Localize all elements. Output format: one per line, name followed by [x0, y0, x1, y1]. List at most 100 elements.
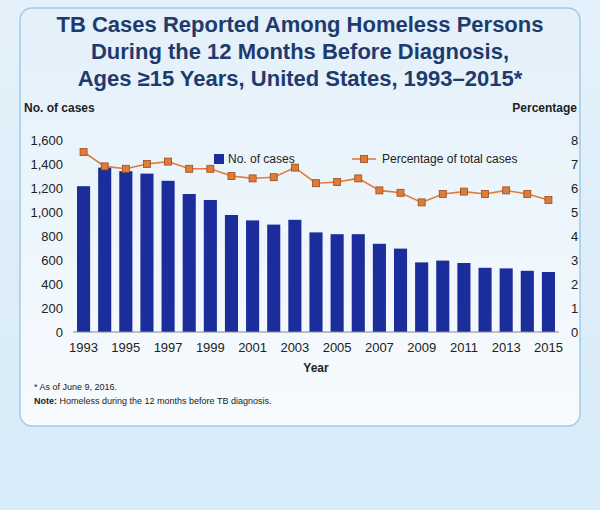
y-tick-label: 800: [41, 229, 63, 244]
y2-tick: [559, 236, 563, 237]
y-tick: [69, 284, 73, 285]
y-tick: [69, 164, 73, 165]
y-tick-label: 1,400: [30, 157, 63, 172]
bar: [119, 171, 132, 332]
bar: [309, 232, 322, 332]
y2-tick: [559, 140, 563, 141]
x-tick-label: 2003: [280, 340, 309, 355]
y2-tick-label: 2: [571, 277, 578, 292]
x-tick-label: 2011: [450, 340, 478, 355]
note-text: Homeless during the 12 months before TB …: [57, 396, 271, 406]
marker: [503, 187, 510, 194]
marker: [165, 158, 172, 165]
legend-label: No. of cases: [228, 152, 295, 166]
title: TB Cases Reported Among Homeless Persons: [57, 12, 544, 37]
bar: [140, 174, 153, 332]
x-tick-label: 1993: [69, 340, 98, 355]
marker: [186, 165, 193, 172]
title: During the 12 Months Before Diagnosis,: [91, 39, 509, 64]
y-tick-label: 0: [56, 325, 63, 340]
bar: [162, 181, 175, 332]
marker: [313, 180, 320, 187]
marker: [355, 175, 362, 182]
y-tick-label: 600: [41, 253, 63, 268]
marker: [418, 199, 425, 206]
y2-tick-label: 3: [571, 253, 578, 268]
y2-tick-label: 0: [571, 325, 578, 340]
footnote: * As of June 9, 2016.: [34, 382, 117, 392]
y-tick-label: 1,000: [30, 205, 63, 220]
title: Ages ≥15 Years, United States, 1993–2015…: [78, 66, 523, 91]
bar: [500, 268, 513, 332]
bar: [246, 220, 259, 332]
y-tick: [69, 140, 73, 141]
x-tick-label: 2009: [407, 340, 436, 355]
legend-label: Percentage of total cases: [382, 152, 517, 166]
x-tick-label: 2013: [492, 340, 521, 355]
bar: [542, 272, 555, 332]
note: Note: Homeless during the 12 months befo…: [34, 396, 271, 406]
marker: [482, 191, 489, 198]
marker: [334, 179, 341, 186]
bar: [204, 200, 217, 332]
legend-swatch: [361, 156, 368, 163]
y2-tick-label: 1: [571, 301, 578, 316]
bar: [267, 225, 280, 332]
y2-tick-label: 5: [571, 205, 578, 220]
x-tick-label: 1999: [196, 340, 225, 355]
y-tick: [69, 188, 73, 189]
y2-tick: [559, 212, 563, 213]
bar: [352, 234, 365, 332]
y2-tick: [559, 308, 563, 309]
y-tick-label: 400: [41, 277, 63, 292]
y2-tick-label: 4: [571, 229, 578, 244]
bar: [331, 234, 344, 332]
y2-axis-label: Percentage: [512, 101, 577, 115]
marker: [376, 187, 383, 194]
x-tick-label: 2015: [534, 340, 563, 355]
marker: [397, 189, 404, 196]
marker: [460, 188, 467, 195]
y-tick: [69, 308, 73, 309]
panel: [20, 8, 580, 426]
y2-tick: [559, 260, 563, 261]
legend-swatch: [214, 154, 224, 164]
marker: [101, 163, 108, 170]
bar: [394, 249, 407, 332]
marker: [207, 165, 214, 172]
y2-tick: [559, 284, 563, 285]
bar: [77, 186, 90, 332]
marker: [122, 165, 129, 172]
x-tick-label: 2005: [323, 340, 352, 355]
y2-tick-label: 7: [571, 157, 578, 172]
plot-area: [77, 149, 555, 333]
marker: [143, 161, 150, 168]
line: [84, 152, 549, 202]
y-tick-label: 1,200: [30, 181, 63, 196]
y2-tick: [559, 188, 563, 189]
bar: [478, 268, 491, 332]
marker: [270, 174, 277, 181]
chart: TB Cases Reported Among Homeless Persons…: [0, 0, 600, 510]
x-axis: [73, 332, 559, 333]
bar: [436, 261, 449, 332]
x-axis-label: Year: [303, 361, 329, 375]
bar: [288, 220, 301, 332]
bar: [98, 168, 111, 332]
marker: [545, 197, 552, 204]
bar: [457, 263, 470, 332]
y2-tick-label: 8: [571, 133, 578, 148]
bar: [225, 215, 238, 332]
marker: [80, 149, 87, 156]
marker: [439, 191, 446, 198]
y2-tick-label: 6: [571, 181, 578, 196]
x-tick-label: 2001: [238, 340, 267, 355]
y2-tick: [559, 332, 563, 333]
y2-tick: [559, 164, 563, 165]
bar: [183, 194, 196, 332]
y-tick: [69, 236, 73, 237]
y-tick: [69, 260, 73, 261]
marker: [524, 191, 531, 198]
marker: [249, 175, 256, 182]
bar: [373, 244, 386, 332]
